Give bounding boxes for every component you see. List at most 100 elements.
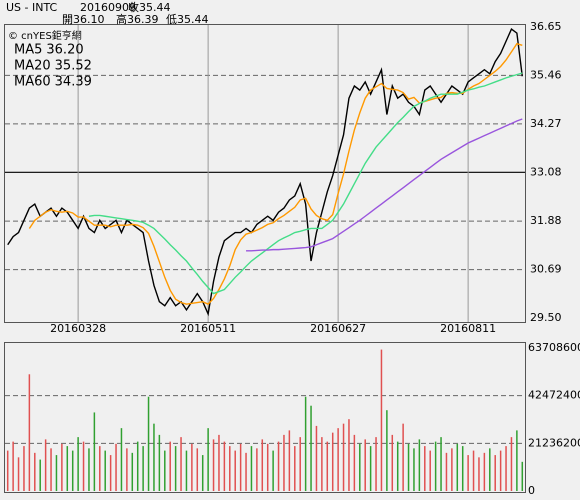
volume-bar — [418, 439, 421, 491]
volume-bar — [483, 452, 486, 491]
volume-bar — [510, 437, 513, 491]
volume-bar — [261, 439, 264, 491]
volume-bar — [196, 448, 199, 491]
volume-bar — [375, 437, 377, 491]
volume-bar — [61, 443, 63, 491]
volume-bar — [120, 428, 123, 491]
volume-bar — [104, 450, 106, 491]
volume-bar — [28, 374, 31, 491]
volume-bar — [256, 448, 258, 491]
legend-value: 35.52 — [55, 59, 92, 74]
volume-bar — [348, 419, 350, 491]
volume-bar — [369, 446, 372, 491]
y-tick-label: 42472400 — [528, 389, 580, 402]
volume-bar — [478, 457, 480, 491]
volume-bar — [321, 437, 323, 491]
volume-bar — [456, 443, 459, 491]
volume-bar — [66, 446, 69, 491]
volume-bar — [82, 441, 85, 491]
legend-value: 34.39 — [55, 75, 92, 90]
y-tick-label: 35.46 — [530, 68, 562, 81]
volume-bar — [88, 448, 90, 491]
price-line — [88, 72, 523, 295]
volume-bar — [234, 450, 236, 491]
volume-bar — [467, 455, 469, 491]
volume-bar — [331, 432, 334, 491]
price-line — [246, 118, 523, 252]
volume-bar — [169, 441, 171, 491]
y-tick-label: 21236200 — [528, 436, 580, 449]
low: 低35.44 — [166, 13, 209, 26]
volume-bar — [115, 443, 117, 491]
volume-bar — [413, 448, 415, 491]
y-tick-label: 29.50 — [530, 311, 562, 324]
volume-bar — [380, 349, 383, 491]
volume-bar — [499, 450, 502, 491]
volume-bar — [299, 437, 301, 491]
y-tick-label: 0 — [528, 484, 535, 497]
volume-bar — [93, 412, 96, 491]
volume-bar — [174, 446, 177, 491]
volume-bar — [180, 437, 182, 491]
volume-bar — [391, 434, 394, 491]
volume-bar — [17, 457, 20, 491]
volume-bar — [223, 441, 226, 491]
volume-bar — [212, 439, 215, 491]
volume-frame — [4, 342, 526, 493]
y-tick-label: 30.69 — [530, 263, 562, 276]
volume-bar — [337, 428, 339, 491]
volume-bar — [131, 452, 134, 491]
volume-bar — [239, 443, 242, 491]
volume-bar — [407, 443, 410, 491]
volume-bar — [283, 434, 285, 491]
volume-bar — [126, 448, 128, 491]
legend-name: MA5 — [14, 43, 42, 58]
volume-bar — [364, 439, 366, 491]
volume-bar — [294, 446, 296, 491]
volume-bar — [158, 434, 161, 491]
volume-bar — [12, 441, 14, 491]
volume-bar — [229, 446, 231, 491]
volume-bar — [429, 450, 431, 491]
volume-bar — [288, 430, 291, 491]
volume-bar — [153, 423, 155, 491]
volume-bar — [359, 443, 361, 491]
volume-bar — [424, 446, 426, 491]
volume-bar — [505, 446, 507, 491]
y-tick-label: 63708600 — [528, 341, 580, 354]
volume-bar — [489, 448, 491, 491]
legend-name: MA60 — [14, 75, 51, 90]
volume-bar — [164, 450, 166, 491]
volume-bar — [461, 446, 464, 491]
price-line — [28, 42, 523, 306]
volume-bar — [386, 410, 388, 491]
y-tick-label: 33.08 — [530, 165, 562, 178]
volume-bar — [472, 450, 475, 491]
volume-bar — [245, 452, 247, 491]
volume-bar — [44, 439, 47, 491]
volume-bar — [77, 437, 79, 491]
volume-bar — [71, 450, 74, 491]
volume-bar — [304, 396, 307, 491]
x-tick-label: 20160511 — [180, 322, 236, 335]
source: © cnYES鉅亨網 — [8, 29, 82, 42]
open: 開36.10 — [62, 13, 105, 26]
x-tick-label: 20160328 — [50, 322, 106, 335]
volume-bar — [326, 441, 329, 491]
volume-bar — [39, 459, 41, 491]
y-tick-label: 31.88 — [530, 214, 562, 227]
volume-bar — [185, 450, 188, 491]
date: 20160909 — [80, 1, 136, 14]
volume-bar — [23, 446, 25, 491]
high: 高36.39 — [116, 12, 159, 26]
volume-bar — [396, 441, 399, 491]
y-tick-label: 36.65 — [530, 20, 562, 33]
x-tick-label: 20160811 — [440, 322, 496, 335]
volume-bar — [516, 430, 518, 491]
volume-bar — [55, 455, 58, 491]
volume-bar — [50, 448, 52, 491]
volume-bar — [250, 446, 253, 491]
volume-bar — [402, 423, 404, 491]
